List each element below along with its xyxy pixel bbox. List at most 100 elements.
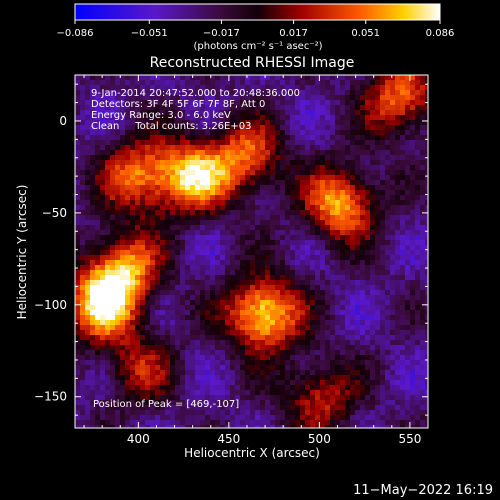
heatmap-cell [245,225,250,230]
heatmap-cell [240,230,245,235]
heatmap-cell [155,95,160,100]
heatmap-cell [350,420,355,425]
heatmap-cell [335,390,340,395]
heatmap-cell [225,215,230,220]
heatmap-cell [290,90,295,95]
heatmap-cell [350,220,355,225]
heatmap-cell [210,145,215,150]
heatmap-cell [245,260,250,265]
heatmap-cell [415,170,420,175]
heatmap-cell [105,175,110,180]
heatmap-cell [365,100,370,105]
heatmap-cell [400,155,405,160]
heatmap-cell [115,390,120,395]
heatmap-cell [145,385,150,390]
heatmap-cell [415,140,420,145]
heatmap-cell [390,90,395,95]
heatmap-cell [420,190,425,195]
heatmap-cell [360,185,365,190]
heatmap-cell [195,230,200,235]
heatmap-cell [155,365,160,370]
heatmap-cell [275,345,280,350]
heatmap-cell [395,90,400,95]
heatmap-cell [210,215,215,220]
heatmap-cell [280,110,285,115]
heatmap-cell [415,320,420,325]
heatmap-cell [305,310,310,315]
heatmap-cell [200,310,205,315]
heatmap-cell [260,190,265,195]
heatmap-cell [220,190,225,195]
heatmap-cell [420,95,425,100]
heatmap-cell [210,355,215,360]
heatmap-cell [105,170,110,175]
heatmap-cell [375,245,380,250]
heatmap-cell [400,220,405,225]
heatmap-cell [400,140,405,145]
heatmap-cell [130,110,135,115]
heatmap-cell [390,80,395,85]
heatmap-cell [410,300,415,305]
heatmap-cell [305,415,310,420]
heatmap-cell [220,220,225,225]
heatmap-cell [150,335,155,340]
heatmap-cell [325,175,330,180]
heatmap-cell [85,400,90,405]
heatmap-cell [325,115,330,120]
heatmap-cell [425,85,428,90]
heatmap-cell [345,375,350,380]
heatmap-cell [375,365,380,370]
heatmap-cell [330,85,335,90]
heatmap-cell [420,300,425,305]
heatmap-cell [400,285,405,290]
heatmap-cell [295,305,300,310]
heatmap-cell [365,360,370,365]
heatmap-cell [415,190,420,195]
heatmap-cell [400,160,405,165]
heatmap-cell [265,135,270,140]
heatmap-cell [270,215,275,220]
heatmap-cell [80,410,85,415]
heatmap-cell [245,305,250,310]
heatmap-cell [355,365,360,370]
heatmap-cell [340,365,345,370]
heatmap-cell [110,230,115,235]
heatmap-cell [345,350,350,355]
heatmap-cell [290,265,295,270]
heatmap-cell [215,295,220,300]
heatmap-cell [355,135,360,140]
heatmap-cell [375,320,380,325]
heatmap-cell [255,210,260,215]
heatmap-cell [125,160,130,165]
heatmap-cell [185,120,190,125]
heatmap-cell [295,75,300,80]
heatmap-cell [285,140,290,145]
heatmap-cell [105,370,110,375]
heatmap-cell [385,425,390,428]
heatmap-cell [225,400,230,405]
heatmap-cell [385,255,390,260]
heatmap-cell [415,90,420,95]
heatmap-cell [350,300,355,305]
heatmap-cell [110,385,115,390]
heatmap-cell [280,325,285,330]
heatmap-cell [85,220,90,225]
heatmap-cell [280,90,285,95]
heatmap-cell [255,170,260,175]
heatmap-cell [215,180,220,185]
heatmap-cell [75,230,80,235]
heatmap-cell [245,175,250,180]
heatmap-cell [185,80,190,85]
heatmap-cell [155,190,160,195]
heatmap-cell [295,290,300,295]
heatmap-cell [270,110,275,115]
heatmap-cell [235,395,240,400]
heatmap-cell [110,90,115,95]
heatmap-cell [395,220,400,225]
heatmap-cell [180,330,185,335]
heatmap-cell [400,415,405,420]
heatmap-cell [360,300,365,305]
heatmap-cell [105,255,110,260]
heatmap-cell [180,105,185,110]
heatmap-cell [105,390,110,395]
